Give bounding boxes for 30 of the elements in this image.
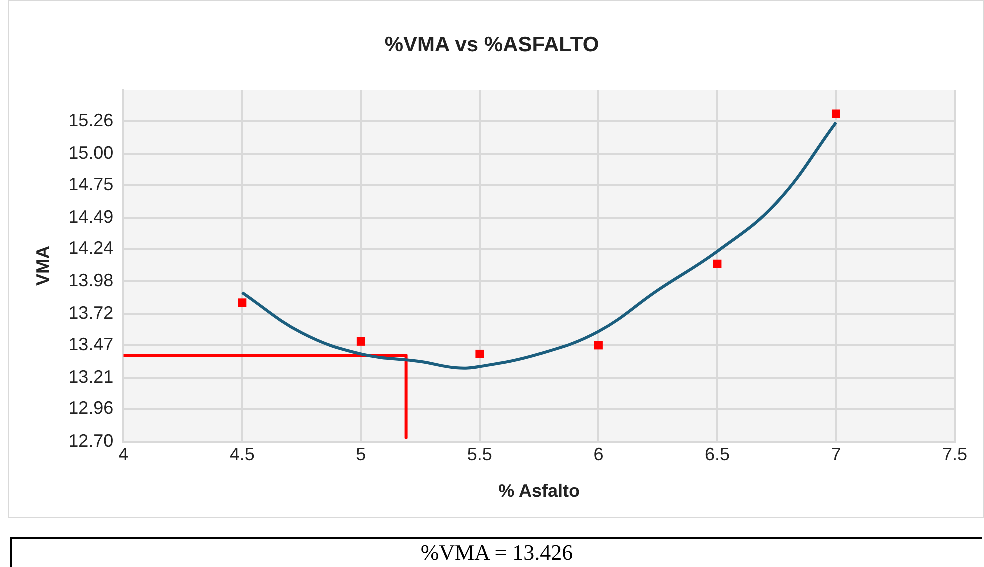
- x-tick-label: 6: [594, 444, 604, 465]
- y-tick-label: 12.70: [68, 430, 114, 451]
- y-tick-label: 15.26: [68, 110, 114, 130]
- point: [238, 298, 247, 308]
- point: [476, 350, 484, 358]
- x-axis-title: % Asfalto: [498, 481, 580, 502]
- line-series: [240, 121, 838, 370]
- y-tick-label: 13.98: [68, 270, 114, 291]
- point: [356, 337, 366, 346]
- point: [832, 110, 840, 118]
- x-tick-label: 6.5: [704, 444, 730, 465]
- x-tick-label: 4.5: [230, 444, 255, 465]
- y-axis-title: VMA: [32, 246, 53, 286]
- x-tick-label: 5: [356, 444, 366, 465]
- y-tick-label: 13.72: [68, 303, 114, 324]
- y-tick-label: 14.24: [68, 238, 114, 258]
- y-tick-label: 14.75: [68, 174, 114, 194]
- y-tick-label: 14.49: [68, 206, 114, 227]
- x-tick-label: 7.5: [942, 444, 968, 465]
- x-tick-label: 5.5: [467, 444, 492, 465]
- point: [594, 341, 603, 350]
- point: [713, 260, 722, 268]
- y-tick-label: 12.96: [68, 398, 114, 418]
- y-tick-label: 13.47: [68, 334, 114, 354]
- text: %VMA = 13.426: [10, 537, 982, 567]
- y-tick-label: 13.21: [68, 366, 114, 387]
- x-tick-label: 4: [118, 444, 129, 465]
- x-tick-label: 7: [831, 444, 842, 465]
- y-tick-label: 15.00: [68, 142, 114, 163]
- chart-title: %VMA vs %ASFALTO: [384, 33, 600, 56]
